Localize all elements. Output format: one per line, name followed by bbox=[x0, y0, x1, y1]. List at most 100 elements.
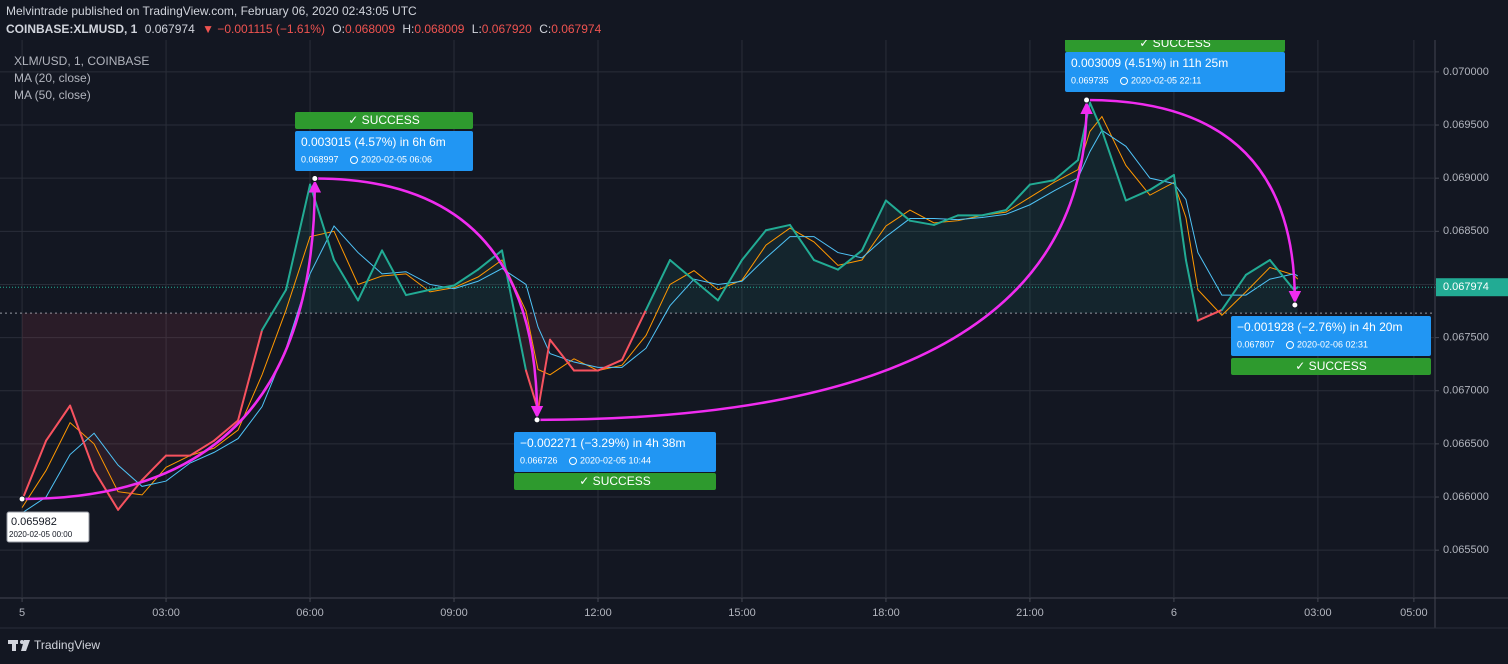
price-segment bbox=[1148, 173, 1175, 191]
status-text: ✓ SUCCESS bbox=[1139, 36, 1210, 50]
symbol: COINBASE:XLMUSD, 1 bbox=[6, 22, 138, 36]
measure-point bbox=[1291, 301, 1299, 309]
x-tick-label: 06:00 bbox=[296, 607, 324, 619]
y-tick-label: 0.066500 bbox=[1443, 438, 1489, 450]
price-segment bbox=[788, 223, 815, 262]
price-segment bbox=[453, 268, 480, 287]
status-badge bbox=[1065, 40, 1285, 52]
price-segment bbox=[620, 308, 647, 361]
measure-price: 0.066726 bbox=[520, 455, 558, 465]
price-segment bbox=[141, 454, 168, 482]
price-segment bbox=[45, 404, 72, 442]
measure-arc bbox=[314, 177, 544, 419]
clock-icon bbox=[1120, 77, 1128, 85]
price-segment bbox=[1052, 159, 1079, 182]
price-segment bbox=[477, 249, 504, 271]
measure-text: −0.001928 (−2.76%) in 4h 20m bbox=[1237, 320, 1402, 334]
price-segment bbox=[716, 259, 743, 302]
measure-point bbox=[18, 495, 26, 503]
ohlc-value: 0.067974 bbox=[551, 22, 601, 36]
price-segment bbox=[549, 338, 575, 372]
price-segment bbox=[69, 404, 96, 472]
x-tick-label: 09:00 bbox=[440, 607, 468, 619]
measure-price: 0.069735 bbox=[1071, 75, 1109, 85]
x-tick-label: 03:00 bbox=[152, 607, 180, 619]
x-tick-label: 03:00 bbox=[1304, 607, 1332, 619]
overlay: XLM/USD, 1, COINBASE MA (20, close) MA (50… bbox=[6, 36, 1431, 543]
price-segment bbox=[1268, 259, 1295, 291]
measure-text: −0.002271 (−3.29%) in 4h 38m bbox=[520, 436, 685, 450]
ohlc-label: H: bbox=[402, 22, 414, 36]
price-segment bbox=[980, 209, 1007, 217]
measure-point bbox=[1083, 96, 1091, 104]
price-segment bbox=[1124, 188, 1151, 202]
last: 0.067974 bbox=[145, 22, 195, 36]
price-segment bbox=[429, 284, 456, 291]
y-tick-label: 0.067000 bbox=[1443, 385, 1489, 397]
measure-box bbox=[295, 131, 473, 171]
price-segment bbox=[213, 419, 240, 442]
price-segment bbox=[237, 329, 264, 422]
brand-logo bbox=[8, 640, 30, 651]
price-segment bbox=[285, 183, 312, 291]
axes: 0.065500 0.066000 0.066500 0.067000 0.067500… bbox=[19, 66, 1508, 619]
price-segment bbox=[189, 439, 216, 457]
x-tick-label: 6 bbox=[1171, 607, 1177, 619]
price-segment bbox=[1184, 259, 1199, 322]
price-segment bbox=[836, 249, 863, 271]
price-segment bbox=[1004, 183, 1031, 212]
measure-date: 2020-02-05 22:11 bbox=[1131, 75, 1201, 85]
x-tick-label: 21:00 bbox=[1016, 607, 1044, 619]
measure-arc bbox=[537, 101, 1093, 422]
start-date: 2020-02-05 00:00 bbox=[9, 530, 73, 539]
symbol-line: COINBASE:XLMUSD, 1 0.067974 ▼ −0.001115 … bbox=[6, 22, 602, 36]
measure-arc bbox=[22, 179, 322, 501]
measure-date: 2020-02-05 06:06 bbox=[361, 154, 432, 164]
measure-box bbox=[1065, 52, 1285, 92]
ohlc-label: L: bbox=[472, 22, 482, 36]
y-tick-label: 0.067500 bbox=[1443, 332, 1489, 344]
price-segment bbox=[1244, 259, 1271, 276]
price-segment bbox=[812, 259, 839, 271]
price-segment bbox=[908, 219, 935, 226]
measure-box bbox=[514, 432, 716, 472]
ohlc-label: C: bbox=[539, 22, 551, 36]
ohlc-value: 0.068009 bbox=[414, 22, 464, 36]
price-segment bbox=[261, 288, 288, 332]
price-segment bbox=[764, 223, 791, 232]
price-segment bbox=[405, 288, 432, 297]
price-segment bbox=[357, 249, 384, 302]
price-segment bbox=[860, 199, 887, 252]
measure-point bbox=[311, 174, 319, 182]
area-above bbox=[22, 102, 1298, 314]
ohlc-label: O: bbox=[332, 22, 345, 36]
measure-arc bbox=[1086, 98, 1302, 304]
measure-box bbox=[1231, 316, 1431, 356]
price-segment bbox=[537, 338, 552, 411]
x-tick-label: 12:00 bbox=[584, 607, 612, 619]
measure-text: 0.003009 (4.51%) in 11h 25m bbox=[1071, 56, 1228, 70]
x-tick-label: 15:00 bbox=[728, 607, 756, 619]
measure-text: 0.003015 (4.57%) in 6h 6m bbox=[301, 135, 446, 149]
price-segment bbox=[644, 259, 671, 311]
publish-info: Melvintrade published on TradingView.com… bbox=[6, 4, 417, 18]
price-segment bbox=[740, 229, 767, 262]
status-badge bbox=[295, 112, 473, 129]
last-price-label: 0.067974 bbox=[1443, 281, 1489, 293]
legend-entry: MA (50, close) bbox=[14, 88, 91, 102]
clock-icon bbox=[1286, 341, 1294, 349]
price-segment bbox=[932, 214, 959, 226]
status-text: ✓ SUCCESS bbox=[579, 474, 650, 488]
y-tick-label: 0.066000 bbox=[1443, 491, 1489, 503]
measure-price: 0.067807 bbox=[1237, 339, 1275, 349]
brand: TradingView bbox=[34, 638, 100, 652]
price-segment bbox=[1220, 273, 1247, 311]
ohlc-value: 0.067920 bbox=[482, 22, 532, 36]
y-tick-label: 0.070000 bbox=[1443, 66, 1489, 78]
x-tick-label: 18:00 bbox=[872, 607, 900, 619]
legend-entry: MA (20, close) bbox=[14, 71, 91, 85]
start-box bbox=[6, 511, 90, 543]
price-segment bbox=[1100, 129, 1127, 202]
price-segment bbox=[1028, 179, 1055, 186]
